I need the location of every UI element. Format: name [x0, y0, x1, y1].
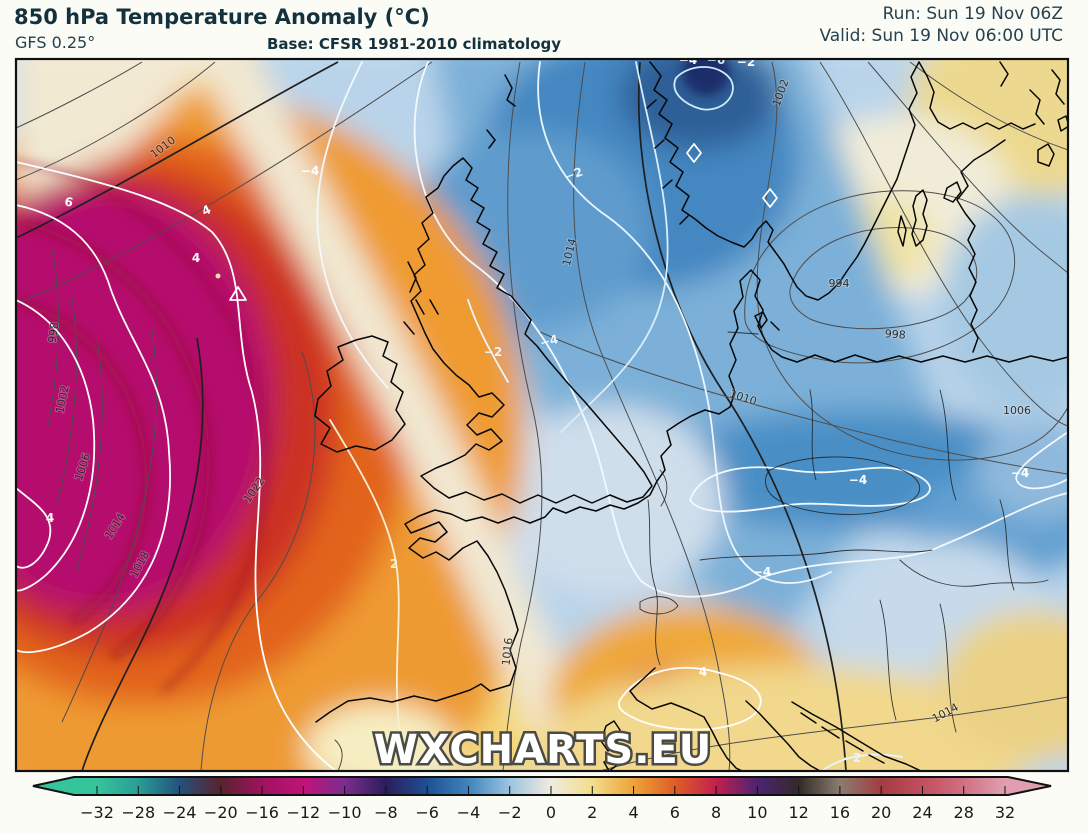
anomaly-contour-label: 4 — [699, 665, 707, 679]
anomaly-contour-label: 6 — [63, 194, 74, 209]
colorbar-tick-label: 6 — [670, 803, 680, 822]
colorbar-tick-label: −28 — [121, 803, 155, 822]
colorbar-tick-label: 16 — [830, 803, 850, 822]
anomaly-contour-label: 4 — [192, 251, 200, 265]
anomaly-contour-label: −2 — [484, 345, 502, 359]
anomaly-contour-label: 4 — [46, 511, 54, 525]
anomaly-contour-label: −4 — [849, 473, 867, 487]
colorbar-tick-label: −12 — [286, 803, 320, 822]
colorbar-tick-label: 28 — [954, 803, 974, 822]
anomaly-contour-label: −6 — [707, 53, 725, 67]
colorbar-tick-label: −2 — [498, 803, 522, 822]
page-title: 850 hPa Temperature Anomaly (°C) — [14, 5, 430, 29]
anomaly-contour-label: 2 — [390, 557, 398, 571]
isobar-label: 998 — [884, 327, 906, 341]
colorbar-tick-label: −20 — [204, 803, 238, 822]
model-resolution-label: GFS 0.25° — [15, 33, 96, 52]
colorbar-tick-label: −8 — [374, 803, 398, 822]
colorbar-tick-label: −4 — [457, 803, 481, 822]
colorbar-tick-label: 12 — [788, 803, 808, 822]
isobar-label: 998 — [46, 321, 62, 344]
colorbar-tick-label: 8 — [711, 803, 721, 822]
isobar-label: 1016 — [500, 637, 516, 666]
anomaly-contour-label: −4 — [753, 565, 771, 579]
colorbar-tick-label: −32 — [80, 803, 114, 822]
valid-time-label: Valid: Sun 19 Nov 06:00 UTC — [819, 26, 1063, 46]
colorbar-tick-labels: −32 −28 −24 −20 −16 −12 −10 −8 −6 −4 −2 0 2 4 6 8 10 12 16… — [80, 803, 1015, 822]
colorbar-bar — [32, 776, 1052, 796]
country-borders — [334, 331, 1049, 770]
anomaly-contour-label: −4 — [679, 53, 697, 67]
climatology-base-label: Base: CFSR 1981-2010 climatology — [267, 35, 562, 53]
colorbar-tick-label: 4 — [628, 803, 638, 822]
colorbar-tick-label: 10 — [747, 803, 767, 822]
colorbar-tick-label: −24 — [163, 803, 197, 822]
anomaly-contour-label: −2 — [737, 55, 755, 69]
anomaly-contours — [17, 61, 1067, 770]
colorbar-tick-label: 32 — [995, 803, 1015, 822]
colorbar-ticks — [96, 786, 1006, 794]
run-time-label: Run: Sun 19 Nov 06Z — [882, 4, 1063, 24]
colorbar: −32 −28 −24 −20 −16 −12 −10 −8 −6 −4 −2 0 2 4 6 8 10 12 16… — [32, 776, 1052, 822]
temperature-anomaly-field — [17, 60, 1067, 770]
anomaly-contour-label: −4 — [301, 164, 319, 178]
colorbar-tick-label: 24 — [912, 803, 932, 822]
anomaly-contour-label: −4 — [1011, 466, 1029, 480]
colorbar-tick-label: −6 — [415, 803, 439, 822]
isobar-label: 994 — [829, 277, 850, 290]
coastlines — [314, 61, 1067, 770]
isobar-contours — [17, 61, 1067, 770]
colorbar-tick-label: −16 — [245, 803, 279, 822]
anomaly-contour-label: −2 — [563, 165, 585, 184]
anomaly-contour-label: −2 — [843, 751, 861, 765]
colorbar-tick-label: −10 — [328, 803, 362, 822]
colorbar-tick-label: 2 — [587, 803, 597, 822]
isobar-label: 1006 — [1003, 404, 1031, 417]
map-frame — [14, 57, 1070, 773]
anomaly-contour-label: −4 — [538, 332, 559, 350]
watermark: WXCHARTS.EU — [374, 727, 712, 773]
colorbar-tick-label: 20 — [871, 803, 891, 822]
colorbar-tick-label: 0 — [546, 803, 556, 822]
